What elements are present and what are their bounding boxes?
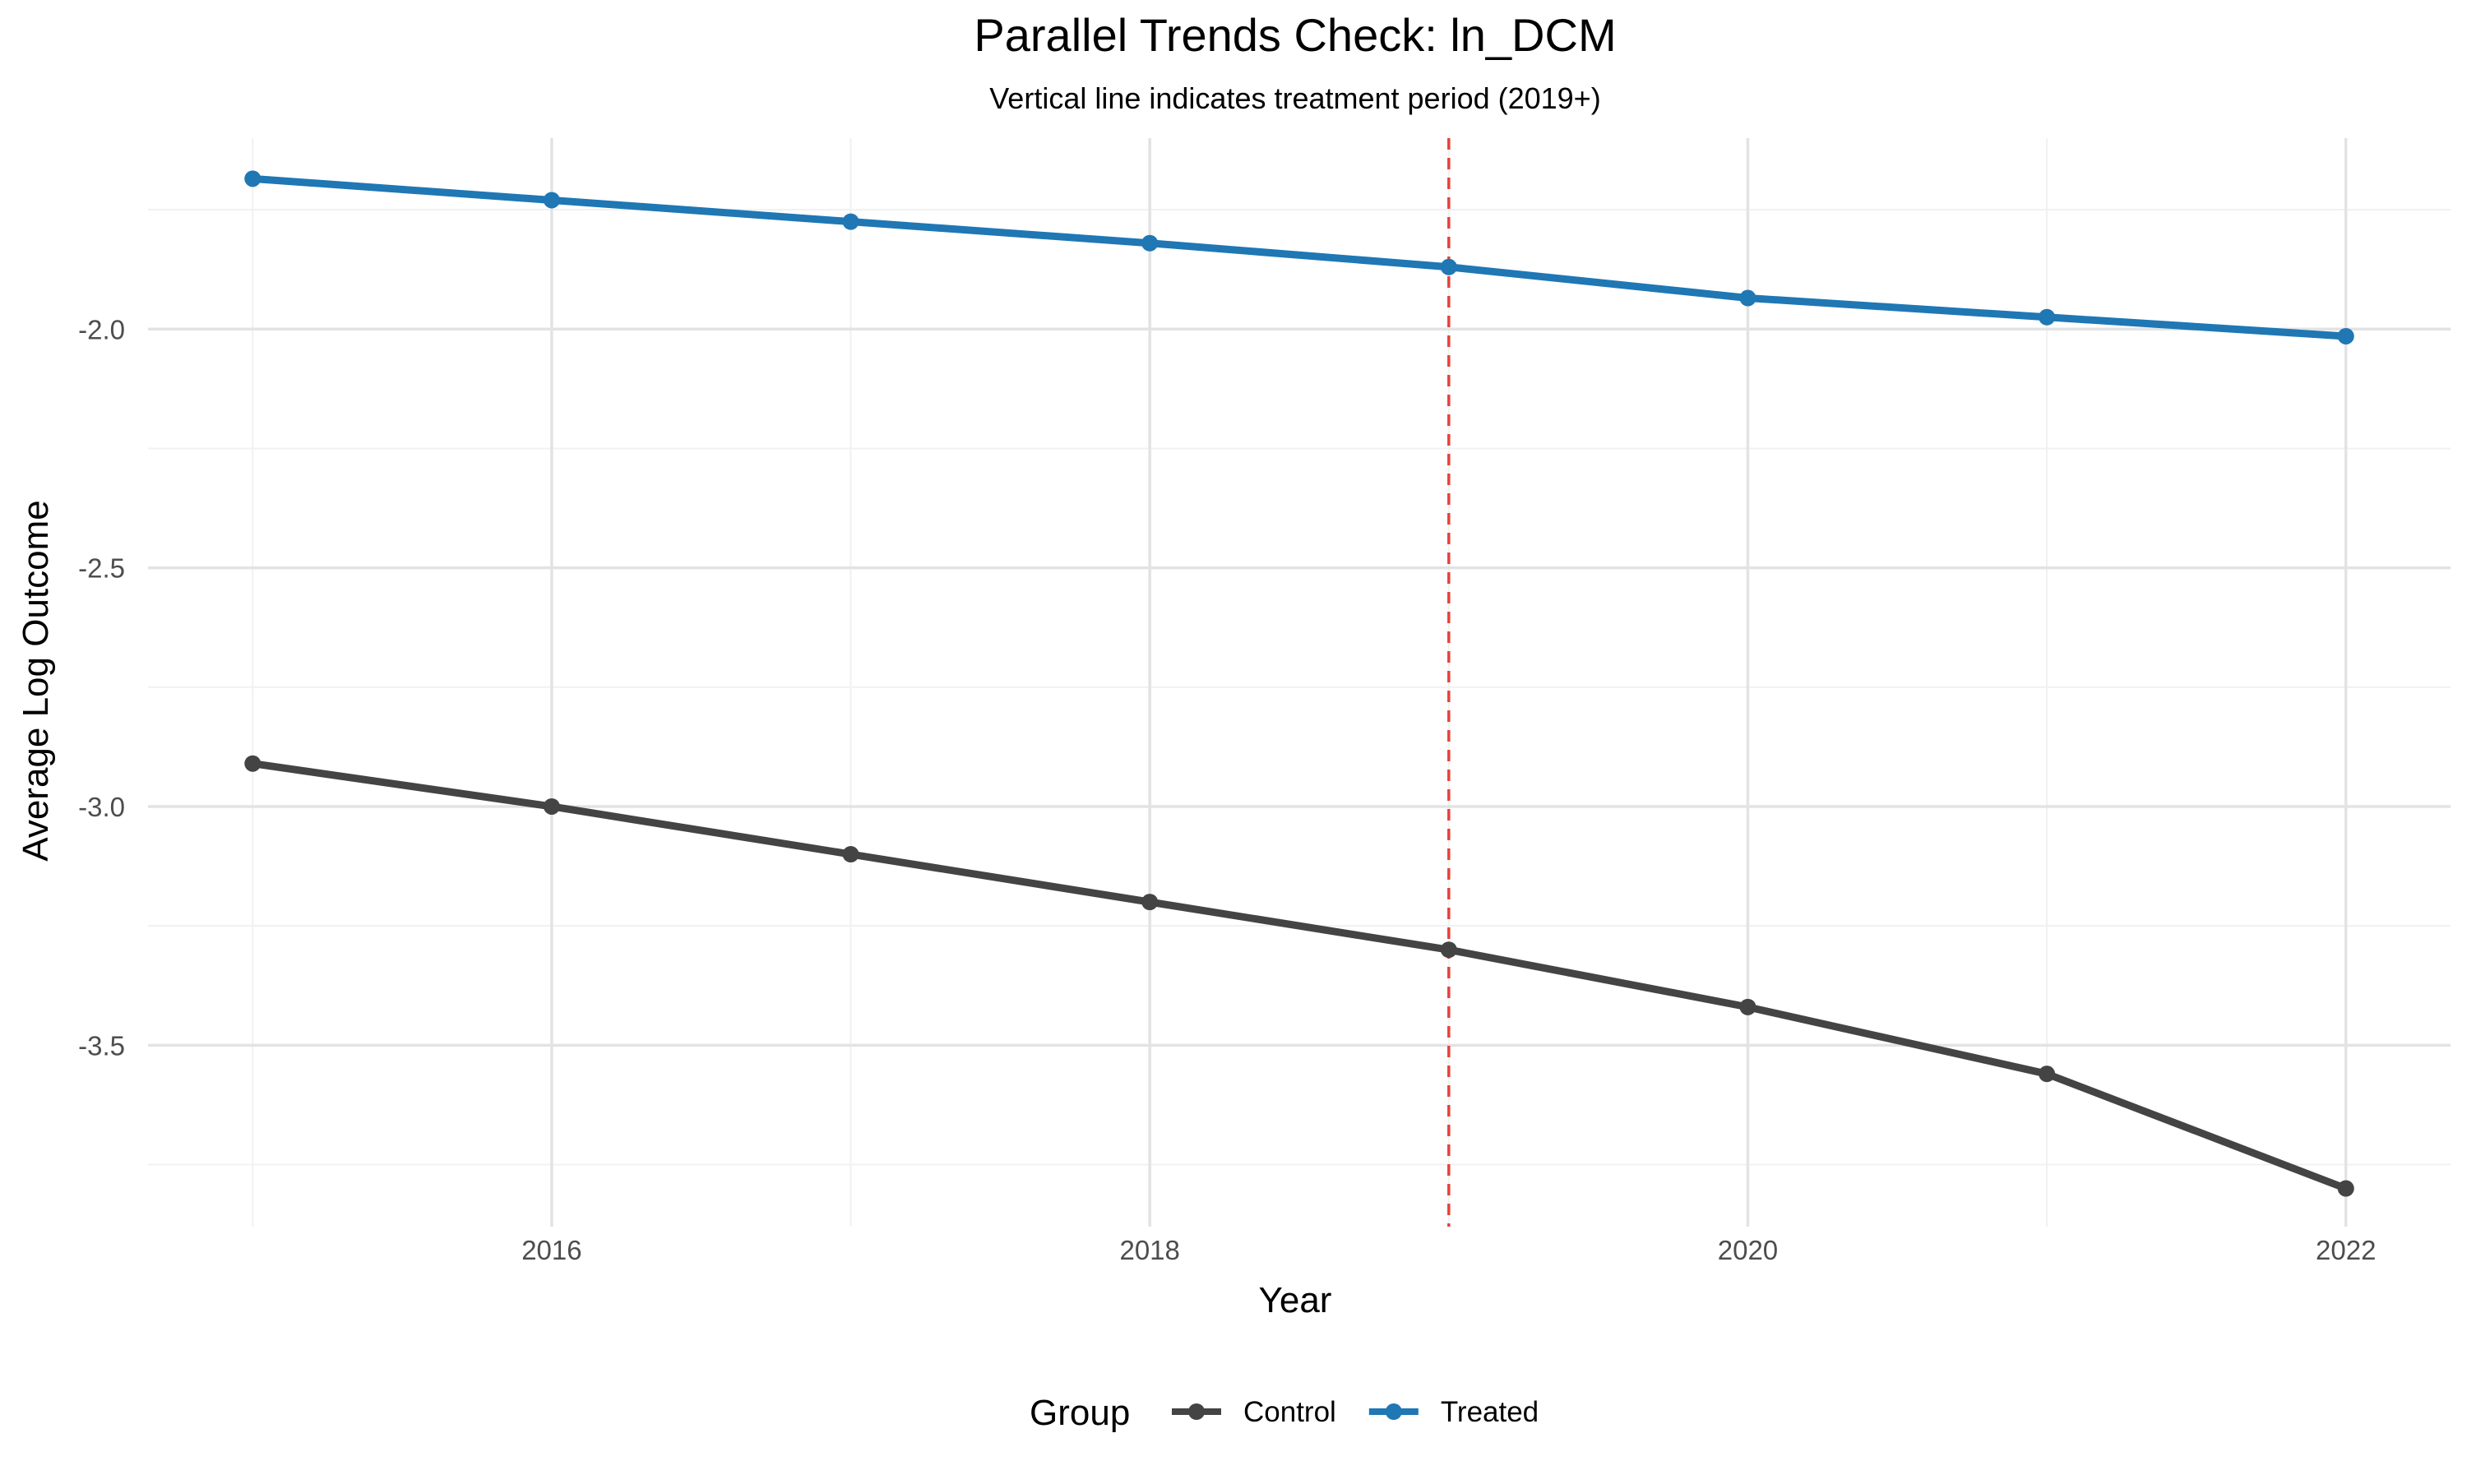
treated-point	[244, 170, 262, 187]
treated-line	[248, 174, 2350, 340]
legend-key-point	[1188, 1403, 1205, 1420]
treated-point	[842, 213, 859, 230]
control-point	[1141, 894, 1159, 911]
legend-item-treated: Treated	[1368, 1396, 1539, 1428]
grid	[148, 138, 2451, 1227]
treated-point	[2337, 327, 2354, 344]
x-tick-label: 2018	[1119, 1235, 1179, 1265]
y-tick-label: -3.0	[78, 792, 125, 822]
legend-items: Control Treated	[1172, 1396, 1539, 1428]
control-point	[1739, 998, 1757, 1015]
control-point	[543, 797, 560, 815]
tick-labels: 2016 2018 2020 2022 -2.0 -2.5 -3.0 -3.5	[78, 314, 2376, 1265]
chart-title: Parallel Trends Check: ln_DCM	[974, 9, 1616, 61]
x-tick-label: 2020	[1718, 1235, 1778, 1265]
legend-label-control: Control	[1243, 1396, 1336, 1428]
control-point	[842, 846, 859, 863]
control-point	[2039, 1066, 2056, 1083]
treated-point	[2039, 308, 2056, 326]
treated-point	[1739, 289, 1757, 307]
series-treated	[244, 170, 2354, 344]
legend-key-point	[1385, 1403, 1402, 1420]
control-line	[248, 760, 2350, 1193]
legend: Group Control Treated	[1030, 1393, 1539, 1433]
control-point	[2337, 1180, 2354, 1197]
control-point	[1440, 941, 1457, 959]
y-tick-label: -2.5	[78, 553, 125, 584]
series-layer	[244, 170, 2354, 1197]
y-tick-label: -3.5	[78, 1030, 125, 1061]
legend-label-treated: Treated	[1441, 1396, 1539, 1428]
legend-item-control: Control	[1172, 1396, 1336, 1428]
y-axis-title: Average Log Outcome	[16, 500, 56, 861]
chart-subtitle: Vertical line indicates treatment period…	[989, 81, 1600, 115]
legend-title: Group	[1030, 1393, 1130, 1433]
treated-point	[1440, 258, 1457, 275]
treated-point	[1141, 234, 1159, 252]
series-control	[244, 755, 2354, 1197]
control-point	[244, 755, 262, 772]
x-axis-title: Year	[1259, 1280, 1332, 1320]
x-tick-label: 2022	[2316, 1235, 2376, 1265]
treated-point	[543, 192, 560, 209]
x-tick-label: 2016	[521, 1235, 581, 1265]
y-tick-label: -2.0	[78, 314, 125, 344]
